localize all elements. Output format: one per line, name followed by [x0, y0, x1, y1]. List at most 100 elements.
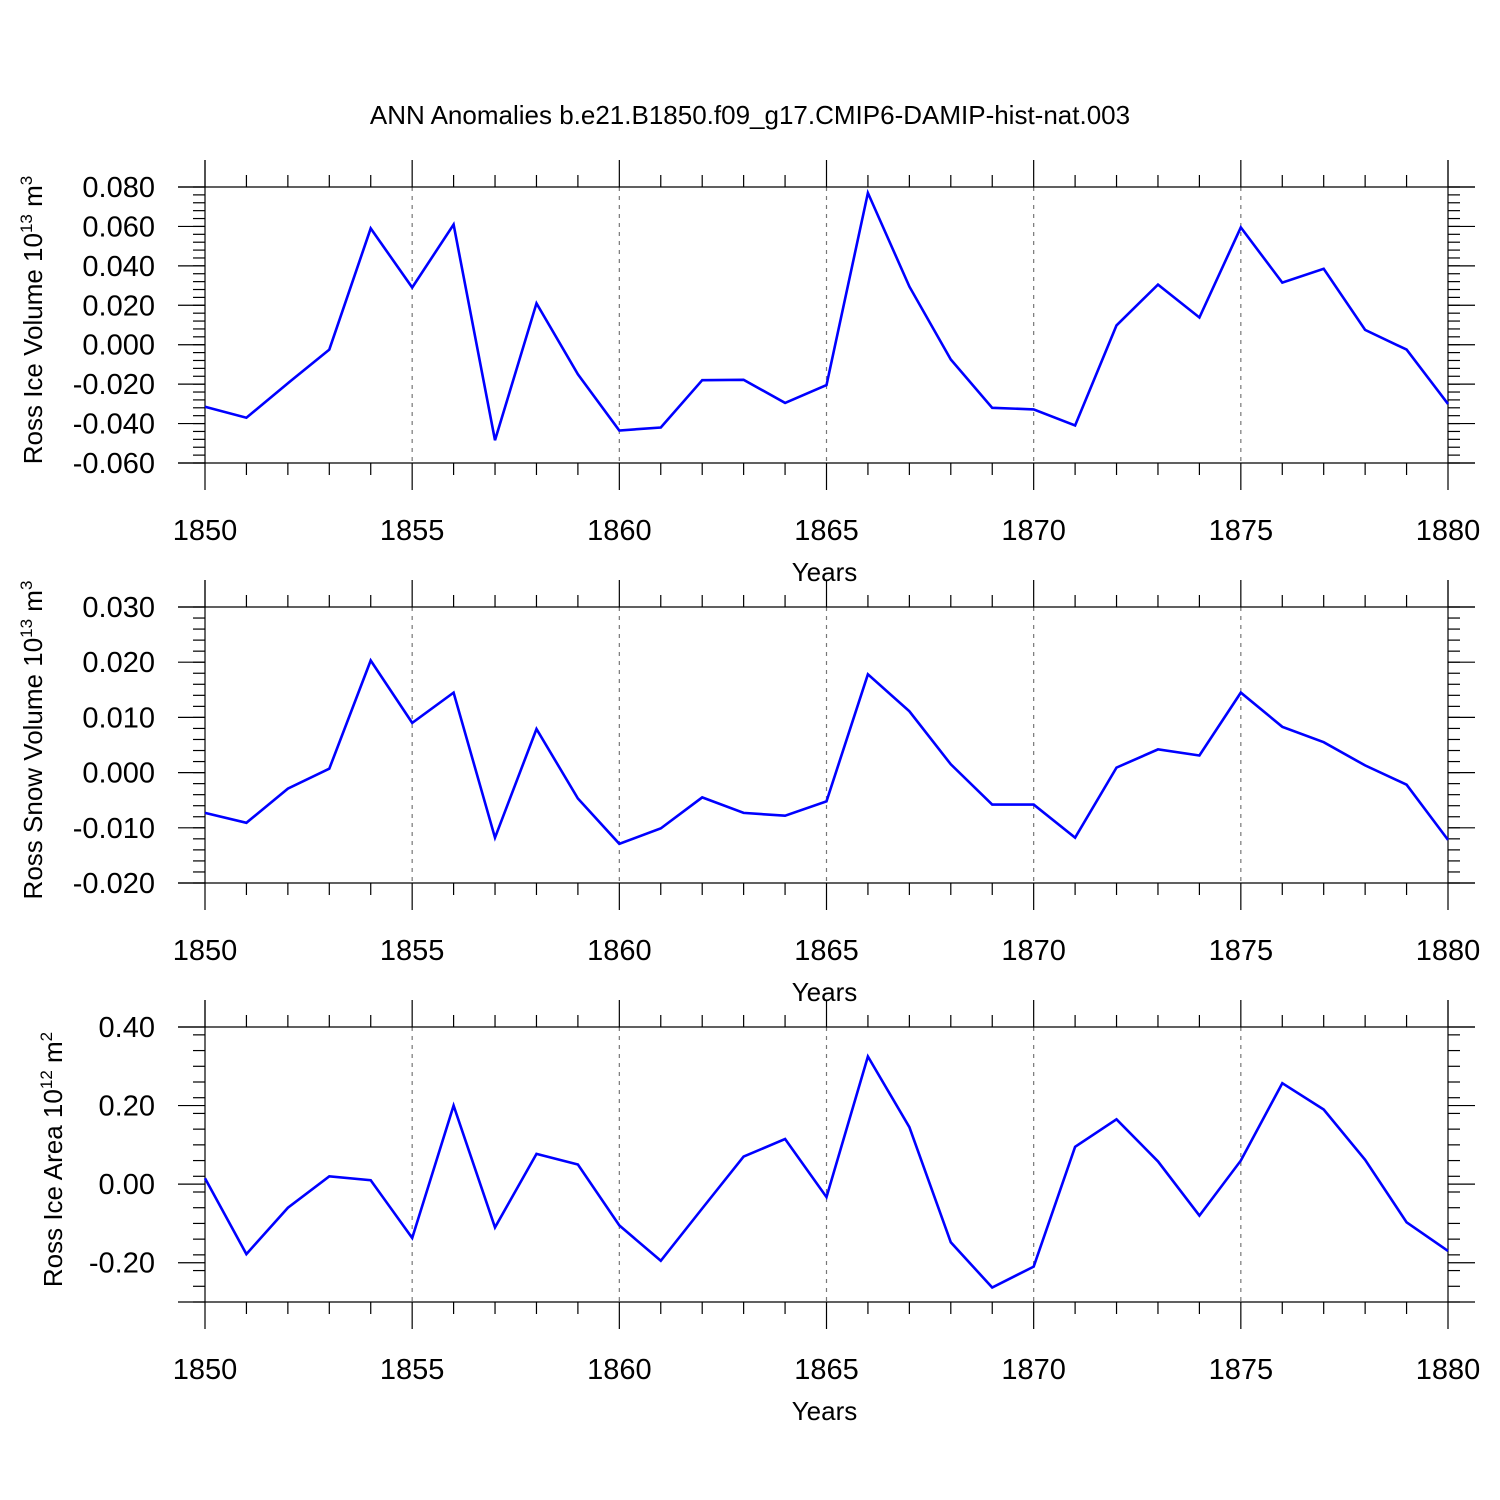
data-point	[659, 827, 662, 830]
data-point	[245, 822, 248, 825]
x-tick-label: 1855	[380, 935, 445, 967]
data-point	[1240, 691, 1243, 694]
data-point	[452, 1104, 455, 1107]
data-point	[577, 373, 580, 376]
data-point	[494, 439, 497, 442]
data-point	[1115, 1118, 1118, 1121]
x-tick-label: 1865	[794, 1354, 859, 1386]
data-point	[1157, 748, 1160, 751]
y-tick-label: 0.40	[99, 1012, 155, 1044]
data-point	[452, 223, 455, 226]
data-point	[825, 384, 828, 387]
data-point	[659, 426, 662, 429]
data-point	[411, 1237, 414, 1240]
data-point	[411, 722, 414, 725]
panel-1: -0.060 -0.040 -0.020 0.000 0.020 0.040 0.060 0.…	[17, 160, 1480, 587]
y-tick-label: 0.00	[99, 1169, 155, 1201]
data-point	[1074, 424, 1077, 427]
data-point	[494, 1226, 497, 1229]
y-axis-label: Ross Snow Volume 1013 m3	[17, 581, 48, 900]
y-tick-label: -0.010	[73, 813, 155, 845]
data-point	[701, 1207, 704, 1210]
data-point	[328, 1175, 331, 1178]
data-point	[950, 763, 953, 766]
data-point	[991, 1286, 994, 1289]
x-tick-label: 1860	[587, 1354, 652, 1386]
y-axis-label: Ross Ice Volume 1013 m3	[17, 176, 48, 465]
data-point	[245, 416, 248, 419]
data-point	[908, 710, 911, 713]
chart-title: ANN Anomalies b.e21.B1850.f09_g17.CMIP6-…	[370, 100, 1130, 130]
panel-2: -0.020 -0.010 0.000 0.010 0.020 0.030 1850 1855…	[17, 580, 1480, 1007]
x-tick-label: 1850	[173, 1354, 238, 1386]
data-point	[659, 1259, 662, 1262]
data-point	[287, 787, 290, 790]
x-tick-label: 1875	[1209, 1354, 1274, 1386]
y-tick-label: 0.000	[82, 330, 155, 362]
data-point	[867, 192, 870, 195]
data-point	[1447, 839, 1450, 842]
x-tick-label: 1870	[1001, 935, 1066, 967]
data-point	[742, 812, 745, 815]
y-tick-label: 0.020	[82, 647, 155, 679]
data-point	[287, 382, 290, 385]
data-point	[991, 407, 994, 410]
data-point	[618, 1224, 621, 1227]
data-point	[1405, 1221, 1408, 1224]
data-point	[1447, 403, 1450, 406]
data-point	[1198, 1214, 1201, 1217]
data-point	[908, 1126, 911, 1129]
y-tick-label: -0.020	[73, 369, 155, 401]
x-tick-label: 1875	[1209, 935, 1274, 967]
data-point	[535, 728, 538, 731]
data-point	[867, 673, 870, 676]
data-point	[1115, 766, 1118, 769]
x-axis-label: Years	[792, 1396, 858, 1426]
data-point	[204, 406, 207, 409]
data-point	[328, 348, 331, 351]
data-point	[1281, 1082, 1284, 1085]
data-point	[369, 227, 372, 230]
y-tick-label: -0.20	[89, 1248, 155, 1280]
data-point	[1281, 281, 1284, 284]
x-tick-label: 1875	[1209, 515, 1274, 547]
x-tick-label: 1880	[1416, 1354, 1481, 1386]
data-point	[245, 1253, 248, 1256]
data-point	[1322, 741, 1325, 744]
data-point	[1364, 764, 1367, 767]
data-point	[204, 1177, 207, 1180]
x-tick-label: 1865	[794, 935, 859, 967]
y-tick-label: 0.030	[82, 592, 155, 624]
data-point	[1447, 1250, 1450, 1253]
y-tick-label: 0.20	[99, 1091, 155, 1123]
data-point	[1364, 329, 1367, 332]
y-tick-label: 0.080	[82, 172, 155, 204]
x-tick-label: 1880	[1416, 515, 1481, 547]
x-axis-label: Years	[792, 557, 858, 587]
data-point	[618, 843, 621, 846]
data-point	[411, 286, 414, 289]
data-point	[494, 836, 497, 839]
data-point	[742, 1155, 745, 1158]
x-tick-label: 1860	[587, 515, 652, 547]
x-tick-label: 1865	[794, 515, 859, 547]
y-tick-label: 0.040	[82, 251, 155, 283]
data-point	[1240, 226, 1243, 229]
data-point	[618, 429, 621, 432]
y-tick-label: 0.000	[82, 758, 155, 790]
x-tick-label: 1850	[173, 935, 238, 967]
data-point	[1198, 754, 1201, 757]
y-tick-label: -0.040	[73, 409, 155, 441]
data-point	[369, 1179, 372, 1182]
data-point	[535, 1153, 538, 1156]
data-point	[1281, 725, 1284, 728]
data-point	[1198, 316, 1201, 319]
data-point	[369, 659, 372, 662]
data-point	[784, 1138, 787, 1141]
y-tick-label: 0.060	[82, 211, 155, 243]
data-point	[204, 812, 207, 815]
data-point	[1322, 268, 1325, 271]
data-point	[1322, 1108, 1325, 1111]
data-point	[1364, 1158, 1367, 1161]
